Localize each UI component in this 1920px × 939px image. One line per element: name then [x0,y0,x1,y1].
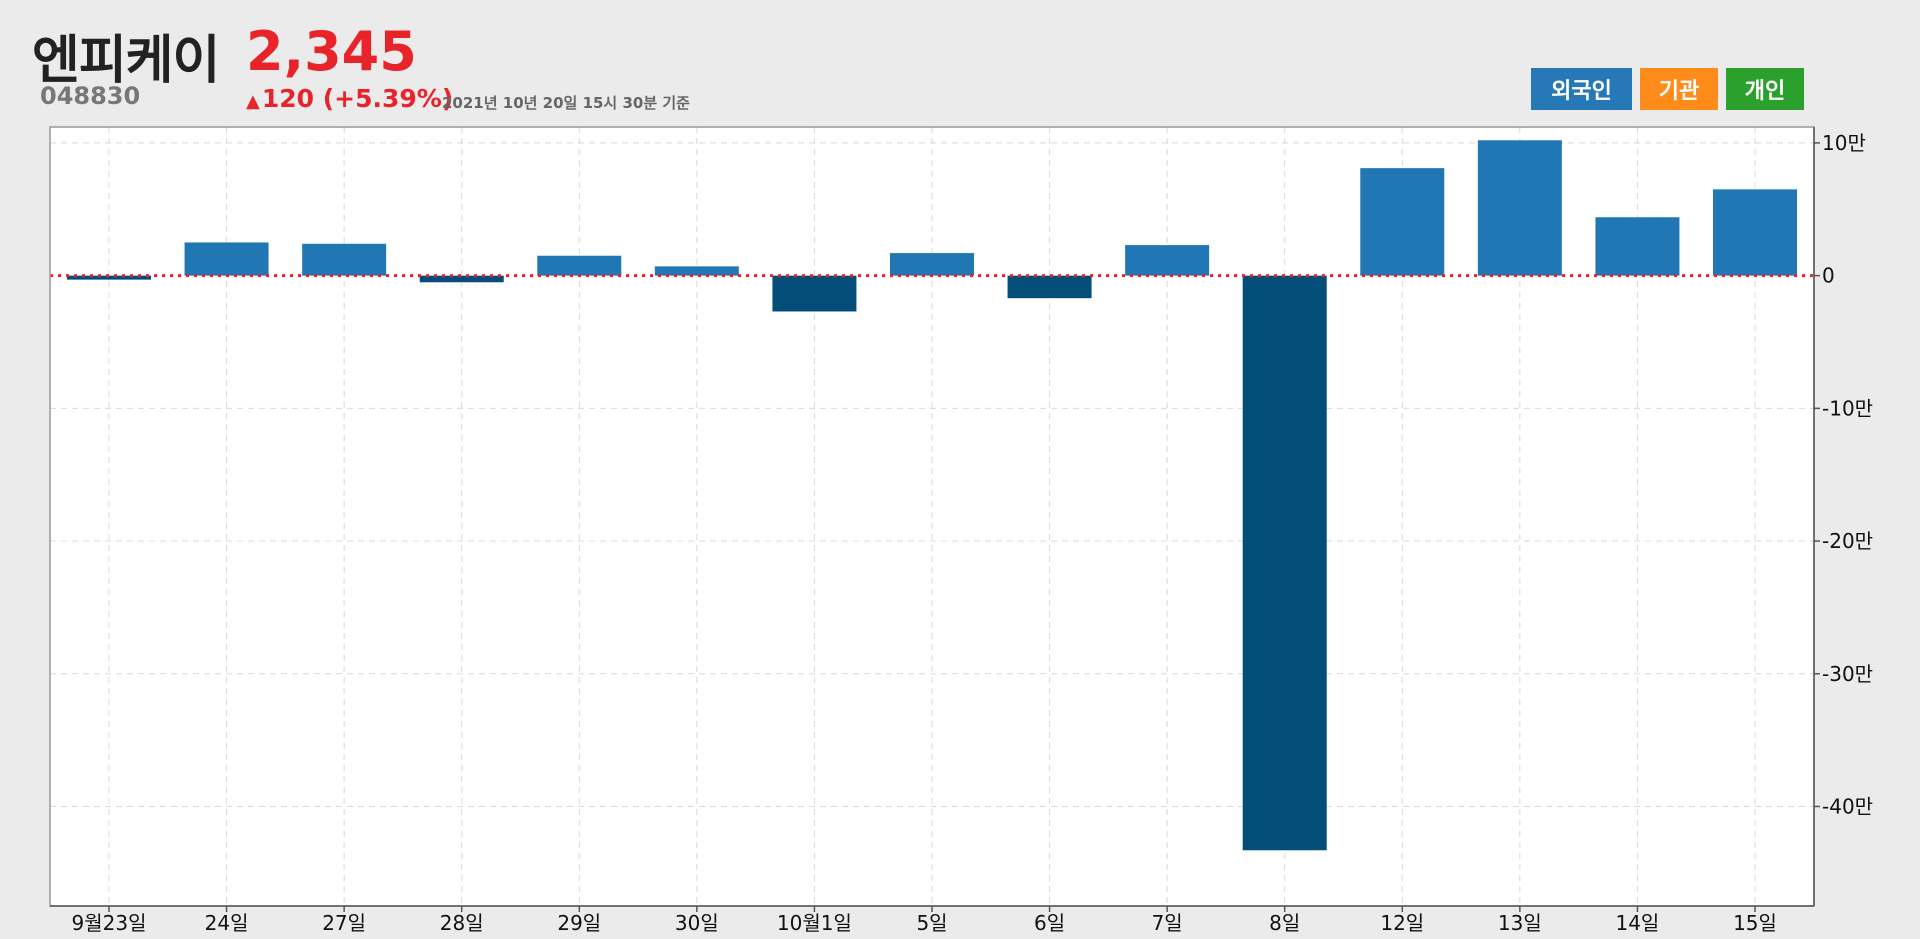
x-tick-label: 8일 [1269,911,1300,935]
stock-name: 엔피케이 [32,31,220,91]
header: 엔피케이 048830 2,345 ▲120 (+5.39%) 2021년 10… [0,0,1920,125]
bar [1713,189,1797,276]
bar [67,275,151,280]
bar [184,242,269,276]
bar [1007,275,1092,299]
individual-investor-button[interactable]: 개인 [1726,68,1804,110]
bar [1242,275,1327,851]
y-tick-label: -30만 [1822,662,1873,686]
as-of-timestamp: 2021년 10년 20일 15시 30분 기준 [442,94,690,112]
x-tick-label: 13일 [1498,911,1542,935]
institution-investor-button[interactable]: 기관 [1640,68,1718,110]
y-tick-label: -40만 [1822,794,1873,818]
bar [890,253,974,276]
x-tick-label: 7일 [1152,911,1183,935]
y-tick-label: 0 [1822,264,1835,288]
x-tick-label: 9월23일 [72,911,147,935]
x-tick-label: 5일 [916,911,947,935]
x-tick-label: 6일 [1034,911,1065,935]
bar [1125,245,1210,276]
x-tick-label: 14일 [1615,911,1659,935]
y-tick-label: -10만 [1822,396,1873,420]
up-triangle-icon: ▲ [246,91,260,112]
bar [419,275,504,283]
x-tick-label: 29일 [557,911,601,935]
x-tick-label: 30일 [675,911,719,935]
bar [654,266,739,276]
x-tick-label: 12일 [1380,911,1424,935]
bar [537,255,622,276]
bar [302,243,387,276]
bar [1360,168,1445,276]
y-tick-label: -20만 [1822,529,1873,553]
current-price: 2,345 [246,20,417,83]
x-tick-label: 27일 [322,911,366,935]
stock-code: 048830 [40,82,141,110]
bar [1595,217,1680,276]
bar [1477,140,1562,276]
x-tick-label: 10월1일 [777,911,852,935]
x-tick-label: 28일 [440,911,484,935]
x-tick-label: 15일 [1733,911,1777,935]
price-change-value: 120 (+5.39%) [261,84,454,113]
y-tick-label: 10만 [1822,131,1866,155]
foreign-investor-button[interactable]: 외국인 [1531,68,1632,110]
bar [772,275,857,312]
price-change: ▲120 (+5.39%) [246,84,453,113]
x-tick-label: 24일 [205,911,249,935]
